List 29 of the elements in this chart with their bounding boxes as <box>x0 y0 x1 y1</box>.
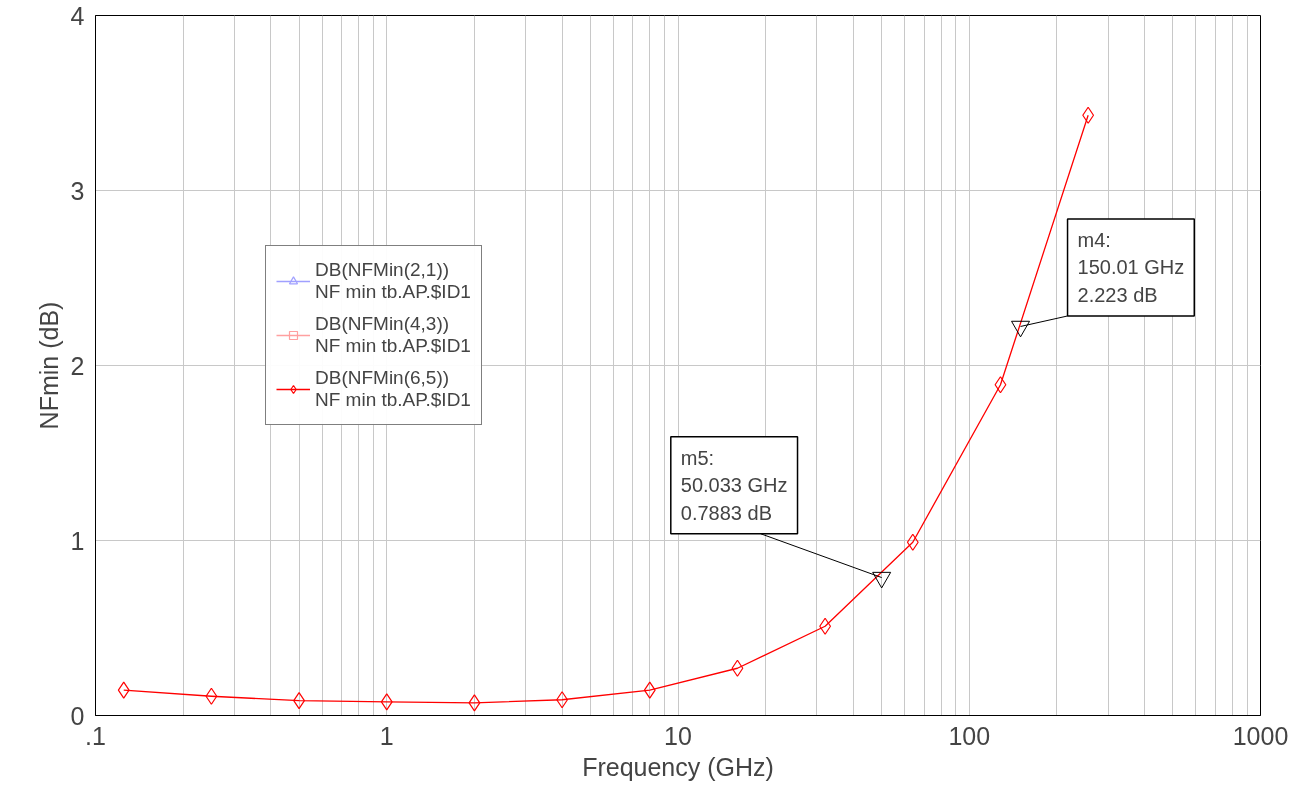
x-tick-label: .1 <box>85 721 106 750</box>
annotation: m4: 150.01 GHz 2.223 dB <box>1077 228 1185 306</box>
y-axis-title: NFmin (dB) <box>34 301 63 430</box>
point <box>556 691 569 709</box>
x-tick-label: 1 <box>379 721 394 750</box>
point <box>380 693 393 711</box>
point <box>906 533 919 551</box>
y-tick-label: 2 <box>70 351 85 380</box>
x-tick-label: 10 <box>664 721 692 750</box>
legend-label: DB(NFMin(2,1)) NF min tb.AP.$ID1 <box>315 258 471 304</box>
annotation: m5: 50.033 GHz 0.7883 dB <box>680 446 788 524</box>
point <box>205 687 218 705</box>
x-axis-title: Frequency (GHz) <box>582 752 774 781</box>
point <box>293 692 306 710</box>
point <box>1082 106 1095 124</box>
x-tick-label: 1000 <box>1232 721 1289 750</box>
point <box>643 681 656 699</box>
legend-label: DB(NFMin(4,3)) NF min tb.AP.$ID1 <box>315 312 471 358</box>
y-tick-label: 0 <box>70 701 85 730</box>
point <box>117 681 130 699</box>
y-tick-label: 4 <box>70 1 85 30</box>
point <box>468 694 481 712</box>
point <box>819 617 832 635</box>
point <box>994 376 1007 394</box>
y-tick-label: 1 <box>70 526 85 555</box>
y-tick-label: 3 <box>70 176 85 205</box>
x-tick-label: 100 <box>948 721 991 750</box>
legend-label: DB(NFMin(6,5)) NF min tb.AP.$ID1 <box>315 366 471 412</box>
point <box>731 659 744 677</box>
